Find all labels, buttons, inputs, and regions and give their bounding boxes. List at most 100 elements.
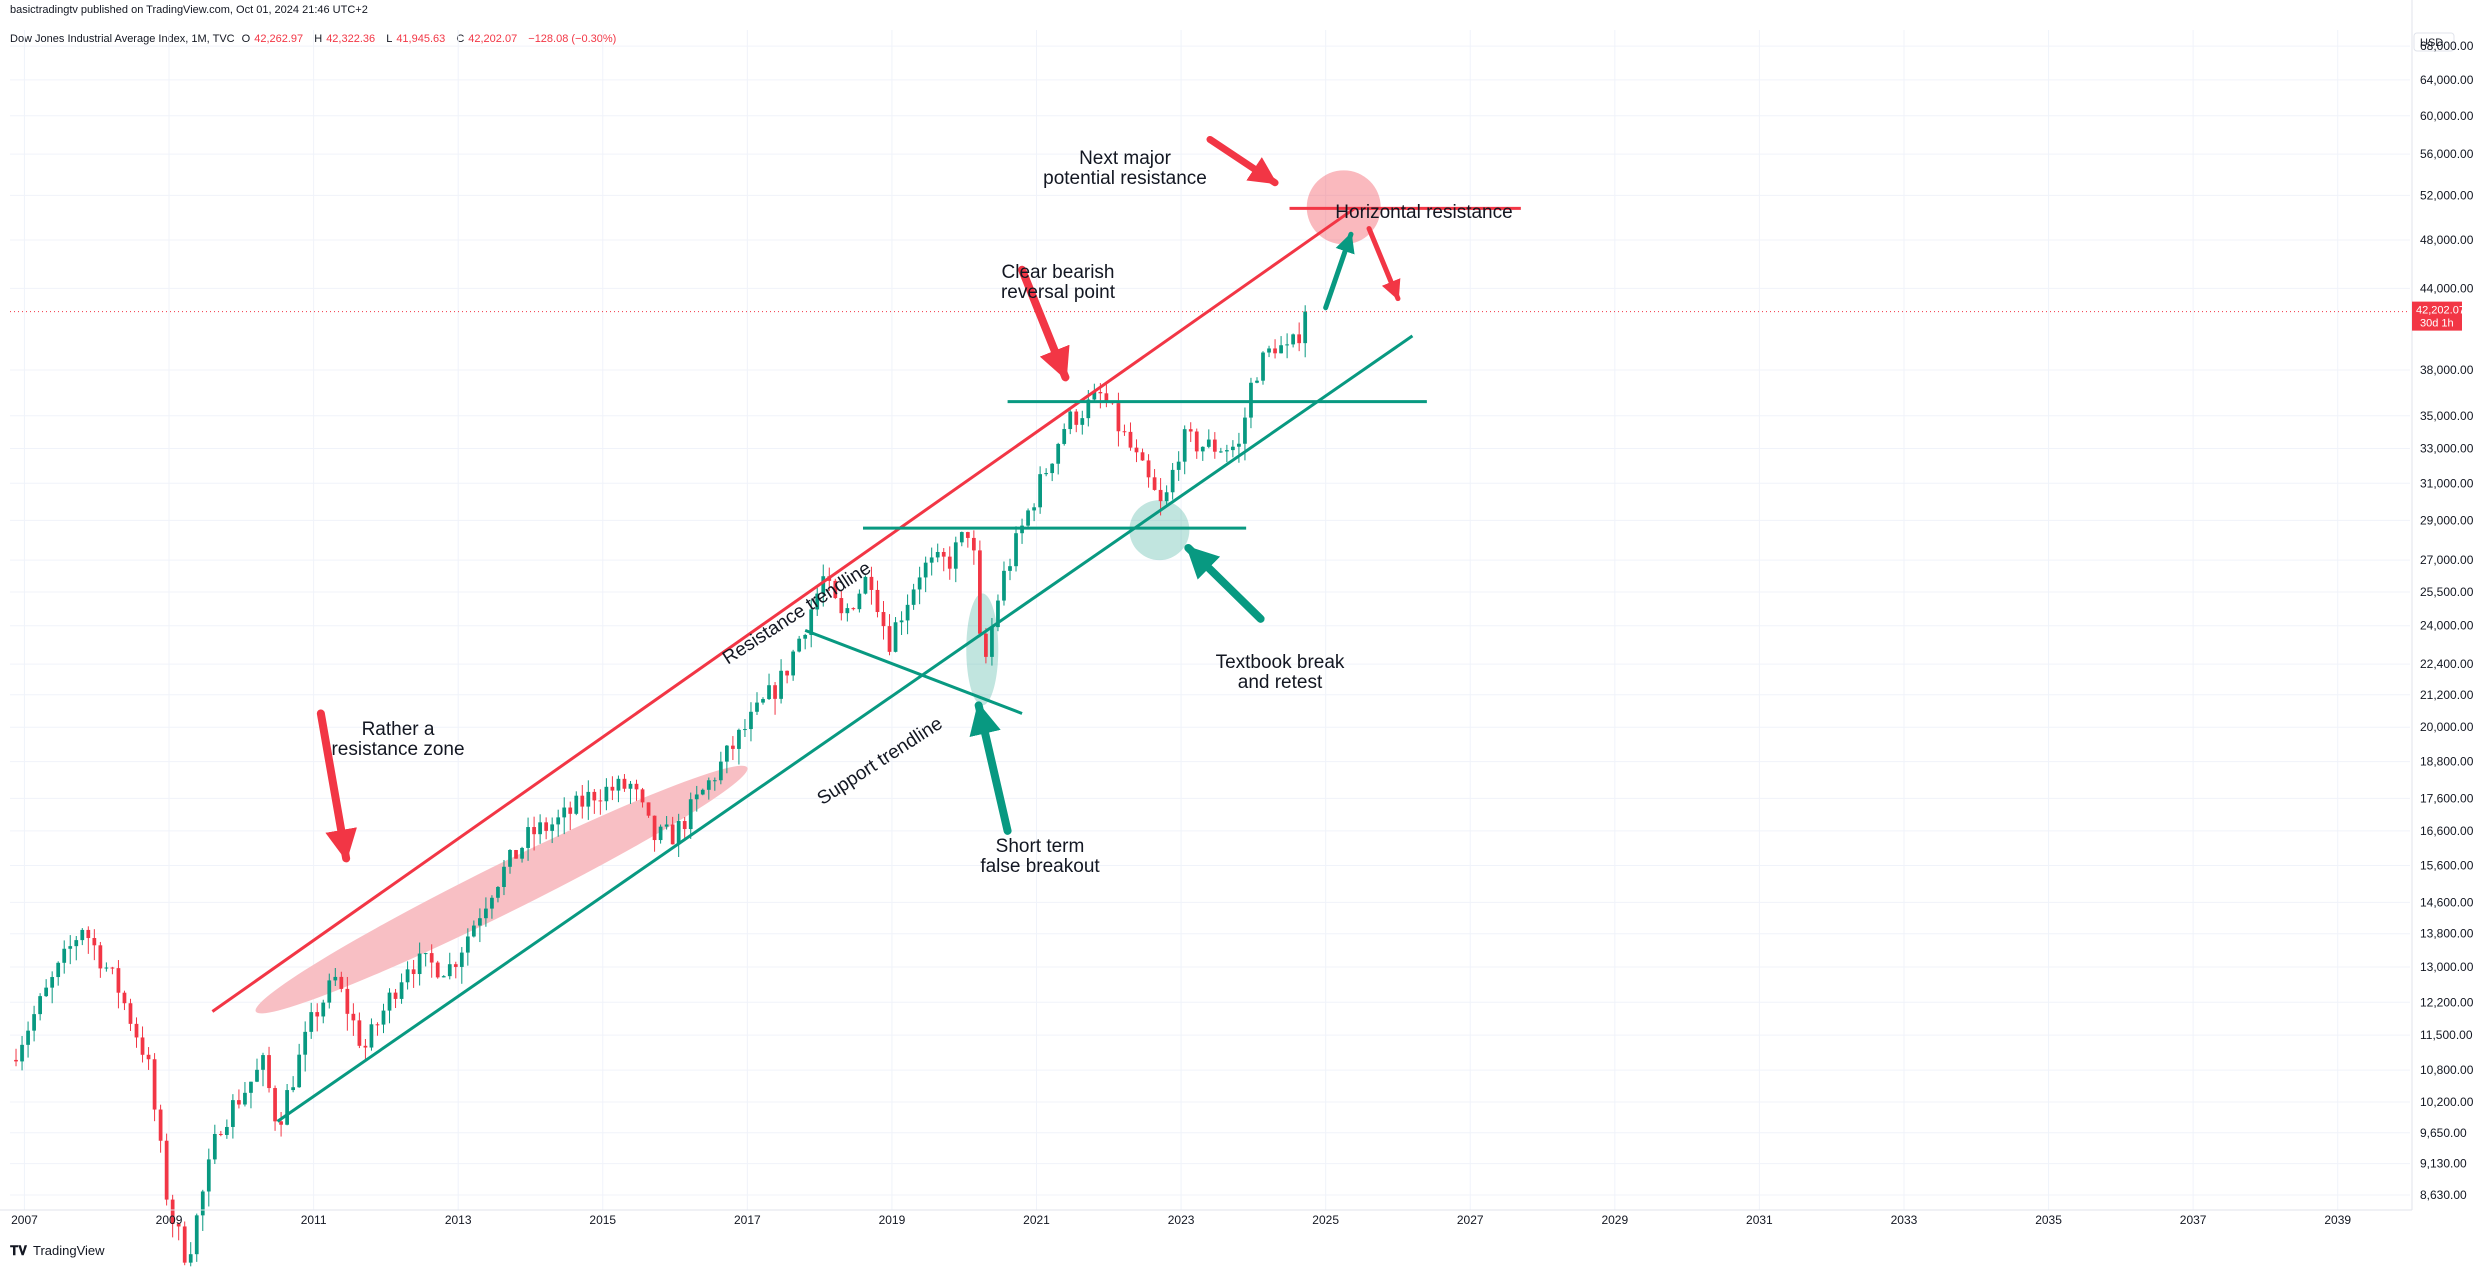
candle-body [706,780,711,790]
arrow-to-reversal [1018,265,1070,382]
candle-body [231,1100,235,1127]
candle-body [929,557,934,563]
last-price-countdown: 30d 1h [2420,318,2454,330]
x-tick-label: 2019 [879,1213,906,1227]
candle-body [128,1003,133,1024]
candle-body [44,987,49,997]
candle-body [309,1012,314,1032]
y-tick-label: 33,000.00 [2420,442,2474,456]
candle-body [315,1012,320,1017]
candle-body [755,702,759,712]
arrow-to-retest [1184,543,1265,623]
candle-body [923,562,928,578]
candle-body [285,1090,289,1125]
candle-body [676,821,681,845]
candle-body [568,807,573,814]
candle-body [664,824,669,827]
candle-body [1140,452,1145,461]
candle-body [194,1215,199,1255]
candle-body [1243,417,1247,444]
candle-body [429,953,434,963]
candle-body [405,969,410,983]
candle-body [586,791,591,807]
candle-body [387,992,392,1011]
candle-body [333,976,338,981]
candle-body [574,795,579,814]
candle-body [146,1054,151,1060]
candle-body [797,638,802,652]
candle-body [170,1199,175,1224]
candle-body [1002,570,1006,601]
candle-body [249,1081,253,1093]
candle-body [122,992,127,1004]
candle-body [381,1010,386,1025]
y-tick-label: 64,000.00 [2420,73,2474,87]
candle-body [694,794,699,800]
candle-body [484,908,488,919]
candle-body [38,996,42,1015]
candle-body [158,1109,163,1141]
candle-body [851,608,856,610]
candle-body [875,589,880,613]
candle-body [303,1031,308,1055]
footer-brand: TradingView [33,1243,105,1258]
annotation-line: and retest [1238,672,1323,693]
candle-body [604,786,609,802]
candle-body [86,929,91,939]
candle-body [984,633,988,657]
candle-body [1303,311,1308,344]
y-tick-label: 31,000.00 [2420,476,2474,490]
candle-body [104,967,109,969]
candle-body [1218,451,1223,453]
candle-body [821,576,826,594]
candle-body [688,799,693,830]
candle-body [225,1126,229,1135]
candle-body [941,551,946,557]
candle-body [857,593,862,610]
candle-body [1056,443,1061,464]
symbol-title[interactable]: Dow Jones Industrial Average Index, 1M, … [10,33,235,45]
ohlc-legend: Dow Jones Industrial Average Index, 1M, … [10,33,617,45]
candle-body [345,988,350,1014]
arrow-to-false-breakout [969,701,1012,835]
candle-body [809,609,814,635]
change-value: −128.08 (−0.30%) [528,33,617,45]
candle-body [267,1055,271,1089]
candle-body [1032,507,1036,511]
minor-downtrend-line [804,628,1023,715]
candle-body [917,577,922,590]
candle-body [1044,473,1049,475]
candle-body [56,962,61,978]
candle-body [971,537,976,551]
candle-body [1134,447,1139,453]
candle-body [459,952,464,967]
candle-body [731,745,735,749]
candle-body [1285,344,1289,346]
candle-body [32,1014,36,1031]
candle-body [218,1133,223,1135]
candle-body [1255,380,1259,383]
candle-body [610,786,615,791]
candle-body [20,1044,24,1062]
y-tick-label: 11,500.00 [2420,1028,2473,1042]
candle-body [237,1100,241,1105]
y-tick-label: 38,000.00 [2420,363,2474,377]
candle-body [423,953,428,955]
candle-body [1128,431,1133,448]
footer[interactable]: 𝐓𝐕 TradingView [10,1243,105,1259]
candle-body [1068,411,1073,430]
candle-body [628,783,633,789]
candle-body [833,580,838,599]
candle-body [935,551,940,558]
close-value: 42,202.07 [468,33,518,45]
candle-body [544,822,549,831]
candle-body [134,1023,139,1038]
candle-body [1092,392,1097,400]
low-value: 41,945.63 [396,33,446,45]
candle-body [1200,446,1205,452]
x-tick-label: 2017 [734,1213,761,1227]
annotation-line: reversal point [1001,282,1116,303]
